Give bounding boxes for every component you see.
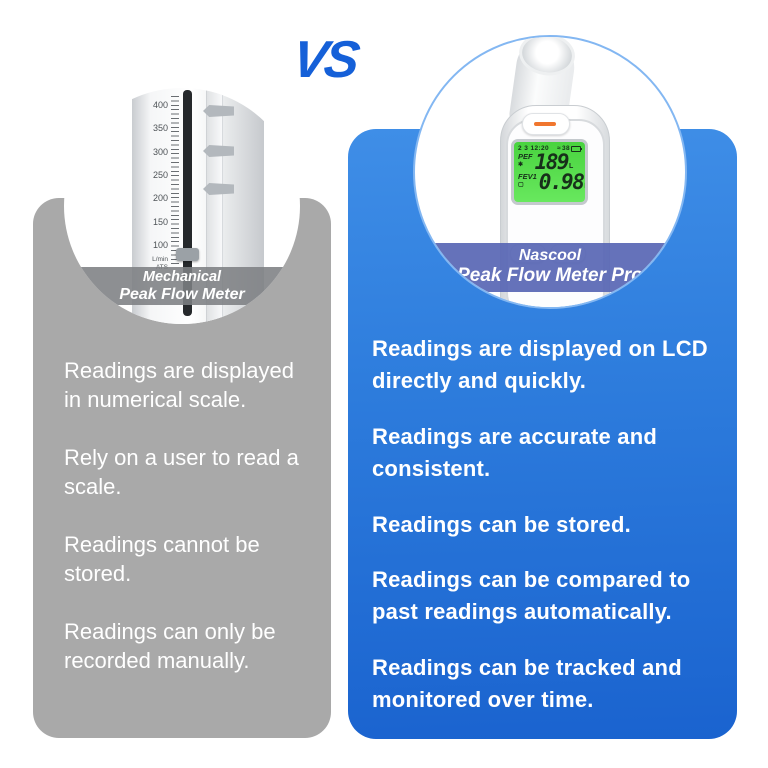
marker-clip-icon <box>203 145 234 157</box>
right-bullet-5: Readings can be tracked and monitored ov… <box>372 655 682 713</box>
lcd-frame: 2 3 12:20 ≈ 38 PEF ✱ 189 L <box>511 139 588 205</box>
battery-icon <box>571 145 582 152</box>
marker-clip-icon <box>203 105 234 117</box>
right-product-name-banner: Nascool Peak Flow Meter Pro <box>415 243 685 292</box>
scale-number: 100 <box>152 239 168 250</box>
lcd-fev-unit: L <box>584 183 585 190</box>
scale-number: 400 <box>152 100 168 110</box>
left-product-name-banner: Mechanical Peak Flow Meter <box>64 267 300 305</box>
square-icon: ▢ <box>518 182 524 188</box>
power-button-orange-bar <box>534 122 556 126</box>
left-bullet-2: Rely on a user to read a scale. <box>64 444 299 500</box>
marker-clip-icon <box>203 183 234 195</box>
right-bullet-3: Readings can be stored. <box>372 511 631 537</box>
scale-number: 350 <box>152 123 168 134</box>
lcd-screen: 2 3 12:20 ≈ 38 PEF ✱ 189 L <box>514 142 585 202</box>
lcd-fev-label: FEV1 <box>518 172 537 181</box>
lcd-fev-row: FEV1 ▢ 0.98 L <box>514 170 585 194</box>
mechanical-meter-photo-circle: 400 350 300 250 200 150 100 L/min ATS Me… <box>64 88 300 324</box>
lcd-status-value: 38 <box>561 145 570 152</box>
lcd-pef-unit: L <box>569 163 574 170</box>
power-button <box>522 113 570 135</box>
scale-number: 150 <box>152 216 168 227</box>
right-bullet-list: Readings are displayed on LCD directly a… <box>372 333 716 740</box>
left-product-name-line2: Peak Flow Meter <box>119 286 245 303</box>
scale-ticks <box>171 96 179 266</box>
right-bullet-4: Readings can be compared to past reading… <box>372 567 691 625</box>
wave-icon: ≈ <box>557 145 561 152</box>
digital-meter-photo-circle: 2 3 12:20 ≈ 38 PEF ✱ 189 L <box>413 35 687 309</box>
left-bullet-1: Readings are displayed in numerical scal… <box>64 358 294 413</box>
meter-pointer <box>176 248 199 261</box>
right-product-name: Peak Flow Meter Pro <box>457 265 643 286</box>
left-bullet-4: Readings can only be recorded manually. <box>64 618 276 674</box>
vs-heading: VS <box>288 31 361 89</box>
right-product-brand: Nascool <box>518 247 582 264</box>
scale-number: 200 <box>152 193 168 204</box>
right-bullet-1: Readings are displayed on LCD directly a… <box>372 336 708 393</box>
scale-number: 300 <box>152 146 168 157</box>
lcd-pef-label: PEF <box>518 152 533 161</box>
asterisk-icon: ✱ <box>518 162 524 168</box>
lcd-fev-value: 0.98 <box>538 170 585 194</box>
lcd-status-row: 2 3 12:20 ≈ 38 <box>514 142 585 152</box>
scale-number: 250 <box>152 169 168 180</box>
lcd-pef-value: 189 <box>534 150 570 174</box>
mouthpiece-opening <box>516 37 578 79</box>
meter-indicator-slot <box>183 90 192 316</box>
lcd-pef-row: PEF ✱ 189 L <box>514 150 585 174</box>
left-bullet-list: Readings are displayed in numerical scal… <box>64 356 309 704</box>
left-product-name-line1: Mechanical <box>142 269 222 285</box>
left-bullet-3: Readings cannot be stored. <box>64 531 260 587</box>
mechanical-meter-scale: 400 350 300 250 200 150 100 <box>142 100 168 250</box>
right-bullet-2: Readings are accurate and consistent. <box>372 423 658 481</box>
lcd-date-time: 2 3 12:20 <box>518 145 550 152</box>
